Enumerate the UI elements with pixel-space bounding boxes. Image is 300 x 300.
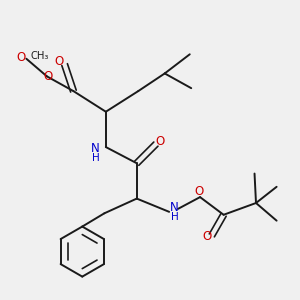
Text: O: O — [55, 55, 64, 68]
Text: O: O — [195, 185, 204, 198]
Text: O: O — [44, 70, 53, 83]
Text: H: H — [92, 153, 99, 163]
Text: N: N — [170, 201, 179, 214]
Text: O: O — [16, 51, 26, 64]
Text: CH₃: CH₃ — [30, 51, 49, 61]
Text: O: O — [202, 230, 211, 243]
Text: H: H — [171, 212, 178, 222]
Text: N: N — [91, 142, 100, 155]
Text: O: O — [156, 135, 165, 148]
